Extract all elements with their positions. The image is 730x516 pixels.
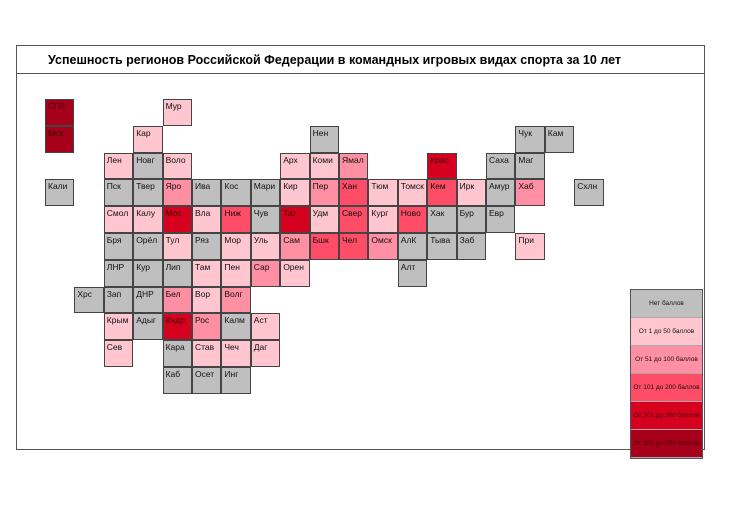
region-tile: Нен (309, 125, 339, 153)
region-tile: Каб (162, 367, 192, 394)
region-tile: Пск (103, 179, 134, 207)
legend-item: От 301 до 500 баллов (631, 430, 702, 458)
region-tile: Тул (162, 233, 192, 260)
region-tile: Чув (250, 206, 281, 233)
region-tile: Ниж (221, 206, 251, 233)
region-tile: Даг (250, 340, 281, 367)
region-tile: Хан (339, 179, 369, 207)
region-tile: Орен (280, 259, 310, 287)
region-tile: Вла (192, 206, 222, 233)
region-tile: Ирк (456, 179, 486, 207)
region-tile: Аст (250, 313, 281, 341)
region-tile: Тыва (427, 233, 457, 260)
region-tile: Алт (397, 259, 428, 287)
region-tile: Сев (103, 340, 134, 367)
region-tile: Омск (368, 233, 398, 260)
region-tile: Пер (309, 179, 339, 207)
region-tile: Кем (427, 179, 457, 207)
region-tile: Зап (103, 286, 134, 314)
region-tile: Волг (221, 286, 251, 314)
region-tile: Арх (280, 152, 310, 180)
region-tile: Там (192, 259, 222, 287)
region-tile: Кндр (162, 313, 192, 341)
region-tile: Адыг (133, 313, 163, 341)
region-tile: Схлн (574, 179, 604, 207)
region-tile: Хаб (515, 179, 545, 207)
region-tile: Мск (45, 125, 75, 153)
region-tile: Ряз (192, 233, 222, 260)
chart-title: Успешность регионов Российской Федерации… (48, 53, 621, 67)
legend-item: От 101 до 200 баллов (631, 374, 702, 402)
region-tile: Чук (515, 125, 545, 153)
region-tile: Мос (162, 206, 192, 233)
region-tile: Чеч (221, 340, 251, 367)
region-tile: Вор (192, 286, 222, 314)
region-tile: Коми (309, 152, 339, 180)
region-tile: Свер (339, 206, 369, 233)
region-tile: Сар (250, 259, 281, 287)
region-tile: Тюм (368, 179, 398, 207)
legend-item: От 1 до 50 баллов (631, 318, 702, 346)
region-tile: Евр (486, 206, 516, 233)
region-tile: Томск (397, 179, 428, 207)
region-tile: Чел (339, 233, 369, 260)
region-tile: Хрс (74, 286, 104, 314)
region-tile: Кар (133, 125, 163, 153)
region-tile: Твер (133, 179, 163, 207)
region-tile: СПб (45, 99, 75, 126)
region-tile: Крым (103, 313, 134, 341)
region-tile: Орёл (133, 233, 163, 260)
region-tile: Кур (133, 259, 163, 287)
legend-item: От 201 до 300 баллов (631, 402, 702, 430)
region-tile: Кир (280, 179, 310, 207)
region-tile: Лип (162, 259, 192, 287)
region-tile: Лен (103, 152, 134, 180)
region-tile: Бур (456, 206, 486, 233)
region-tile: Ива (192, 179, 222, 207)
region-tile: Новг (133, 152, 163, 180)
region-tile: Мор (221, 233, 251, 260)
region-tile: ЛНР (103, 259, 134, 287)
region-tile: Кара (162, 340, 192, 367)
region-tile: Удм (309, 206, 339, 233)
region-tile: Крас (427, 152, 457, 180)
legend-item: Нет баллов (631, 290, 702, 318)
region-tile: Хак (427, 206, 457, 233)
region-tile: Кург (368, 206, 398, 233)
region-tile: Бел (162, 286, 192, 314)
region-tile: Уль (250, 233, 281, 260)
region-tile: Ямал (339, 152, 369, 180)
region-tile: Смол (103, 206, 134, 233)
legend-item: От 51 до 100 баллов (631, 346, 702, 374)
region-tile: Заб (456, 233, 486, 260)
title-bar: Успешность регионов Российской Федерации… (16, 45, 705, 74)
region-tile: Кам (544, 125, 575, 153)
region-tile: Пен (221, 259, 251, 287)
legend: Нет баллов От 1 до 50 баллов От 51 до 100 … (630, 289, 703, 459)
region-tile: Став (192, 340, 222, 367)
region-tile: При (515, 233, 545, 260)
region-tile: ДНР (133, 286, 163, 314)
region-tile: Рос (192, 313, 222, 341)
region-tile: Воло (162, 152, 192, 180)
region-tile: Саха (486, 152, 516, 180)
region-tile: Тат (280, 206, 310, 233)
region-tile: Мари (250, 179, 281, 207)
chart-frame (16, 45, 705, 450)
region-tile: Мур (162, 99, 192, 126)
region-tile: Калм (221, 313, 251, 341)
region-tile: Кос (221, 179, 251, 207)
region-tile: Бря (103, 233, 134, 260)
region-tile: Амур (486, 179, 516, 207)
region-tile: Сам (280, 233, 310, 260)
region-tile: Яро (162, 179, 192, 207)
region-tile: АлК (397, 233, 428, 260)
region-tile: Бшк (309, 233, 339, 260)
region-tile: Маг (515, 152, 545, 180)
region-tile: Инг (221, 367, 251, 394)
region-tile: Калу (133, 206, 163, 233)
region-tile: Кали (45, 179, 75, 207)
region-tile: Ново (397, 206, 428, 233)
region-tile: Осет (192, 367, 222, 394)
